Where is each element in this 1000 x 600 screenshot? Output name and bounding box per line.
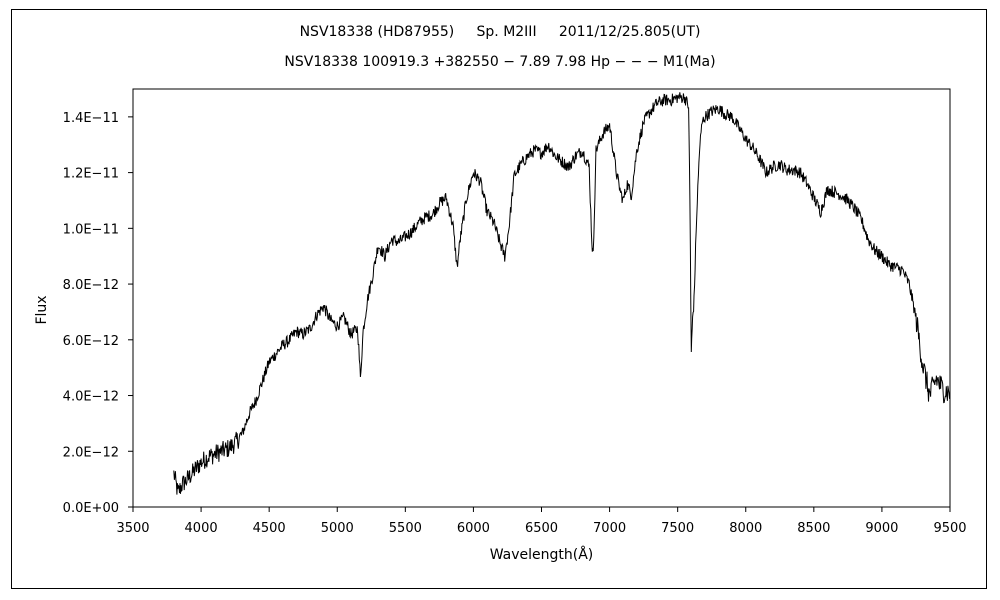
x-tick-label: 4500 [253,521,286,536]
chart-frame [11,9,987,589]
x-tick-label: 7000 [593,521,626,536]
x-tick-label: 5000 [321,521,354,536]
y-tick-label: 2.0E−12 [63,445,119,460]
x-tick-label: 3500 [116,521,149,536]
x-tick-label: 6500 [525,521,558,536]
y-tick-label: 4.0E−12 [63,390,119,405]
y-tick-label: 0.0E+00 [63,501,119,516]
y-tick-label: 1.0E−11 [63,222,119,237]
x-tick-label: 8500 [797,521,830,536]
x-axis-label: Wavelength(Å) [490,546,594,563]
x-tick-label: 5500 [389,521,422,536]
y-tick-label: 8.0E−12 [63,278,119,293]
x-tick-label: 8000 [729,521,762,536]
chart-title: NSV18338 (HD87955) Sp. M2III 2011/12/25.… [299,24,701,40]
x-tick-label: 7500 [661,521,694,536]
y-tick-label: 1.2E−11 [63,167,119,182]
plot-area [132,88,951,508]
y-axis-label: Flux [34,295,50,324]
chart-subtitle: NSV18338 100919.3 +382550 − 7.89 7.98 Hp… [284,54,716,70]
x-tick-label: 9000 [865,521,898,536]
x-tick-label: 9500 [933,521,966,536]
x-tick-label: 6000 [457,521,490,536]
x-tick-label: 4000 [185,521,218,536]
spectrum-line [173,92,951,495]
y-tick-label: 1.4E−11 [63,111,119,126]
y-tick-label: 6.0E−12 [63,334,119,349]
